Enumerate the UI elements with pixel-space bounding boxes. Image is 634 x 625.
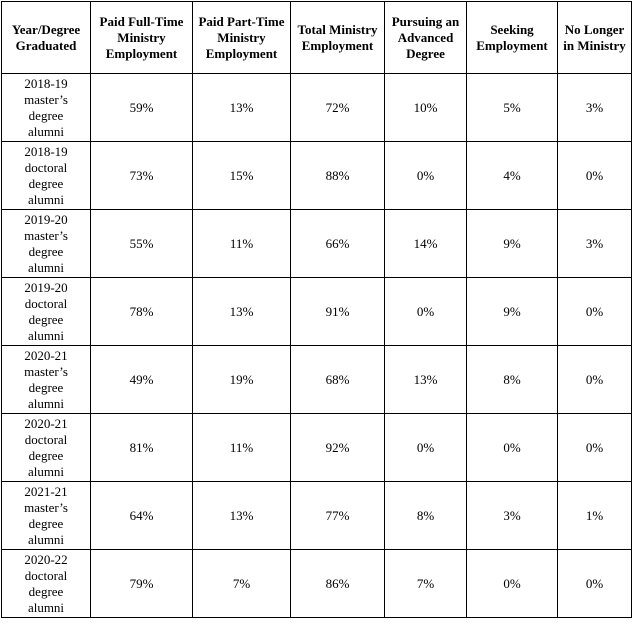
header-cell: Total Ministry Employment — [290, 1, 385, 74]
table-cell: 5% — [466, 73, 558, 142]
table-row: 2019-20 master’s degree alumni 55% 11% 66% 1… — [1, 209, 632, 278]
row-label: 2019-20 master’s degree alumni — [1, 209, 91, 278]
table-row: 2020-22 doctoral degree alumni 79% 7% 86% 7%… — [1, 549, 632, 618]
header-cell: Paid Full-Time Ministry Employment — [90, 1, 193, 74]
table-cell: 78% — [90, 277, 193, 346]
row-label: 2020-22 doctoral degree alumni — [1, 549, 91, 618]
table-cell: 92% — [290, 413, 385, 482]
table-cell: 1% — [557, 481, 632, 550]
table-cell: 64% — [90, 481, 193, 550]
table-cell: 49% — [90, 345, 193, 414]
header-cell: Paid Part-Time Ministry Employment — [192, 1, 291, 74]
table-cell: 66% — [290, 209, 385, 278]
table-row: 2020-21 master’s degree alumni 49% 19% 68% 1… — [1, 345, 632, 414]
header-cell: Year/Degree Graduated — [1, 1, 91, 74]
table-cell: 14% — [384, 209, 467, 278]
table-cell: 11% — [192, 209, 291, 278]
table-cell: 10% — [384, 73, 467, 142]
table-cell: 8% — [384, 481, 467, 550]
table-row: 2020-21 doctoral degree alumni 81% 11% 92% 0… — [1, 413, 632, 482]
table-cell: 0% — [466, 549, 558, 618]
table-cell: 9% — [466, 277, 558, 346]
table-cell: 88% — [290, 141, 385, 210]
table-cell: 0% — [384, 413, 467, 482]
table-cell: 0% — [557, 345, 632, 414]
table-cell: 3% — [557, 73, 632, 142]
row-label: 2020-21 master’s degree alumni — [1, 345, 91, 414]
table-cell: 79% — [90, 549, 193, 618]
header-cell: Seeking Employment — [466, 1, 558, 74]
row-label: 2020-21 doctoral degree alumni — [1, 413, 91, 482]
table-cell: 73% — [90, 141, 193, 210]
table-cell: 68% — [290, 345, 385, 414]
row-label: 2018-19 doctoral degree alumni — [1, 141, 91, 210]
table-cell: 7% — [192, 549, 291, 618]
table-cell: 13% — [192, 73, 291, 142]
table-cell: 13% — [192, 277, 291, 346]
table-cell: 59% — [90, 73, 193, 142]
header-cell: No Longer in Ministry — [557, 1, 632, 74]
table-cell: 81% — [90, 413, 193, 482]
table-cell: 3% — [557, 209, 632, 278]
table-cell: 0% — [557, 277, 632, 346]
table-cell: 15% — [192, 141, 291, 210]
table-row: 2018-19 master’s degree alumni 59% 13% 72% 1… — [1, 73, 632, 142]
table-cell: 9% — [466, 209, 558, 278]
table-cell: 11% — [192, 413, 291, 482]
table-row: 2021-21 master’s degree alumni 64% 13% 77% 8… — [1, 481, 632, 550]
row-label: 2019-20 doctoral degree alumni — [1, 277, 91, 346]
table-cell: 4% — [466, 141, 558, 210]
header-row: Year/Degree Graduated Paid Full-Time Mini… — [1, 1, 632, 74]
table-cell: 72% — [290, 73, 385, 142]
table-row: 2019-20 doctoral degree alumni 78% 13% 91% 0… — [1, 277, 632, 346]
table-cell: 0% — [384, 277, 467, 346]
table-cell: 55% — [90, 209, 193, 278]
table-cell: 0% — [557, 413, 632, 482]
table-cell: 0% — [384, 141, 467, 210]
table-cell: 3% — [466, 481, 558, 550]
table-body: 2018-19 master’s degree alumni 59% 13% 72% 1… — [1, 73, 632, 618]
table-cell: 77% — [290, 481, 385, 550]
table-cell: 19% — [192, 345, 291, 414]
table-cell: 13% — [384, 345, 467, 414]
table-cell: 0% — [557, 141, 632, 210]
table-cell: 0% — [557, 549, 632, 618]
row-label: 2018-19 master’s degree alumni — [1, 73, 91, 142]
table-cell: 7% — [384, 549, 467, 618]
table-cell: 91% — [290, 277, 385, 346]
table-cell: 0% — [466, 413, 558, 482]
table-row: 2018-19 doctoral degree alumni 73% 15% 88% 0… — [1, 141, 632, 210]
table-cell: 8% — [466, 345, 558, 414]
row-label: 2021-21 master’s degree alumni — [1, 481, 91, 550]
table-cell: 86% — [290, 549, 385, 618]
header-cell: Pursuing an Advanced Degree — [384, 1, 467, 74]
table-cell: 13% — [192, 481, 291, 550]
